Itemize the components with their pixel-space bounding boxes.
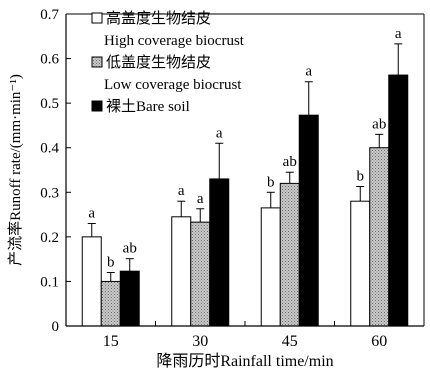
y-tick-label: 0.5: [40, 96, 59, 112]
y-tick-label: 0.1: [40, 274, 59, 290]
significance-letter: a: [216, 125, 223, 141]
x-tick-label: 60: [371, 333, 387, 350]
legend-swatch: [91, 12, 103, 24]
bar: [100, 280, 121, 327]
ticks-layer: 0 0.1 0.2 0.3 0.4 0.5 0.6 0.7 15 30 45 60: [40, 7, 387, 350]
bar: [369, 147, 390, 327]
legend-label: 裸土Bare soil: [106, 98, 190, 115]
significance-letter: a: [88, 205, 95, 221]
legend: 高盖度生物结皮 High coverage biocrust 低盖度生物结皮 Low …: [91, 10, 245, 115]
bar: [350, 200, 371, 327]
legend-label: 高盖度生物结皮: [106, 10, 211, 27]
significance-letter: a: [178, 183, 185, 199]
bar: [260, 207, 281, 327]
significance-letter: ab: [372, 116, 386, 132]
bar: [388, 74, 409, 327]
y-tick-label: 0.4: [40, 141, 59, 157]
bar: [81, 236, 102, 327]
legend-swatch: [91, 100, 103, 112]
bar: [298, 114, 319, 327]
significance-letter: ab: [123, 241, 137, 257]
x-tick-label: 15: [103, 333, 119, 350]
y-axis-title: 产流率Runoff rate/(mm·min⁻¹): [7, 74, 24, 266]
x-tick-label: 45: [282, 333, 298, 350]
significance-letter: b: [267, 174, 275, 190]
significance-letter: b: [357, 168, 365, 184]
axes-layer: [65, 13, 425, 327]
legend-label-english: Low coverage biocrust: [104, 77, 242, 93]
legend-label: 低盖度生物结皮: [106, 54, 211, 71]
significance-letter: a: [305, 64, 312, 80]
y-tick-label: 0.7: [40, 7, 59, 23]
x-axis-title: 降雨历时Rainfall time/min: [156, 352, 333, 370]
y-tick-label: 0.2: [40, 230, 59, 246]
bar: [279, 182, 300, 327]
y-tick-label: 0.6: [40, 52, 59, 68]
significance-letter: a: [197, 191, 204, 207]
legend-swatch: [91, 56, 103, 68]
significance-letter: a: [395, 26, 402, 42]
bar: [209, 178, 230, 327]
y-tick-label: 0.3: [40, 185, 59, 201]
bar: [190, 221, 211, 327]
bar: [171, 216, 192, 327]
significance-letter: ab: [283, 154, 297, 170]
bar: [119, 270, 140, 327]
y-tick-label: 0: [52, 319, 60, 335]
x-tick-label: 30: [192, 333, 208, 350]
significance-letter: b: [107, 255, 115, 271]
legend-label-english: High coverage biocrust: [104, 33, 245, 49]
